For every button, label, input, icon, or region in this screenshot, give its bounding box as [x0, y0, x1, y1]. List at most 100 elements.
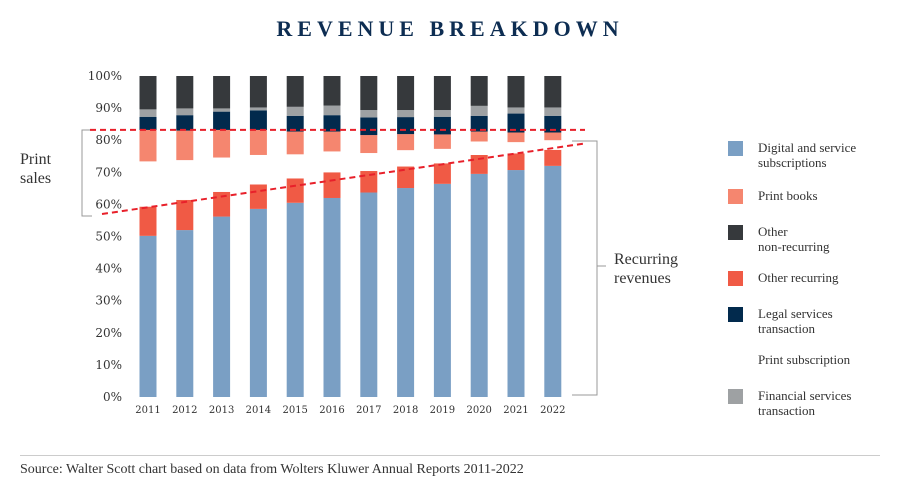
bar-segment-digital-and-service-subscriptions-2018	[397, 188, 415, 397]
bar-segment-other-recurring-2014	[249, 184, 267, 209]
bar-segment-legal-services-transaction-2022	[544, 115, 562, 133]
x-tick-label: 2015	[282, 405, 307, 416]
x-tick-label: 2017	[356, 405, 381, 416]
bar-segment-print-books-2020	[470, 131, 488, 142]
bar-segment-other-recurring-2015	[286, 178, 304, 203]
bar-segment-print-books-2016	[323, 131, 341, 152]
legend-label: Digital and service subscriptions	[758, 140, 888, 170]
x-tick-label: 2019	[430, 405, 455, 416]
y-tick-label: 70%	[95, 165, 122, 179]
bar-segment-print-books-2012	[176, 130, 194, 161]
print-sales-label: Print sales	[20, 150, 51, 188]
bar-segment-other-recurring-2012	[176, 199, 194, 231]
bar-segment-financial-services-transaction-2011	[139, 109, 157, 117]
bar-segment-other-non-recurring-2021	[507, 76, 525, 108]
bar-segment-print-subscription-2020	[470, 141, 488, 155]
bar-segment-digital-and-service-subscriptions-2012	[176, 230, 194, 397]
bar-segment-other-non-recurring-2022	[544, 76, 562, 108]
legend-label-line: transaction	[758, 403, 816, 418]
legend-label-line: transaction	[758, 321, 816, 336]
bar-segment-other-recurring-2019	[433, 163, 451, 184]
legend-swatch	[728, 141, 743, 156]
legend-label-line: Print books	[758, 188, 818, 203]
bar-segment-other-non-recurring-2016	[323, 76, 341, 106]
legend-label: Print subscription	[758, 352, 888, 367]
x-tick-label: 2012	[172, 405, 197, 416]
legend-swatch	[728, 271, 743, 286]
bar-segment-legal-services-transaction-2021	[507, 113, 525, 133]
bar-segment-digital-and-service-subscriptions-2019	[433, 183, 451, 397]
bar-segment-financial-services-transaction-2022	[544, 107, 562, 116]
recurring-revenues-label: Recurring revenues	[614, 250, 678, 288]
legend-label: Financial services transaction	[758, 388, 888, 418]
bar-segment-legal-services-transaction-2017	[360, 117, 378, 136]
bar-segment-legal-services-transaction-2011	[139, 116, 157, 130]
bar-segment-other-non-recurring-2018	[397, 76, 415, 111]
bar-segment-other-non-recurring-2019	[433, 76, 451, 111]
bar-segment-print-subscription-2016	[323, 151, 341, 173]
legend-swatch	[728, 353, 743, 368]
bar-segment-legal-services-transaction-2020	[470, 115, 488, 132]
bar-segment-print-books-2018	[397, 134, 415, 151]
bar-segment-other-recurring-2013	[213, 191, 231, 217]
legend-label-line: Other	[758, 224, 788, 239]
bar-segment-print-subscription-2017	[360, 153, 378, 172]
y-tick-label: 50%	[95, 230, 122, 244]
bar-segment-other-non-recurring-2012	[176, 76, 194, 109]
bar-segment-other-non-recurring-2017	[360, 76, 378, 111]
bar-segment-digital-and-service-subscriptions-2020	[470, 173, 488, 397]
bar-segment-other-recurring-2021	[507, 153, 525, 171]
bar-segment-digital-and-service-subscriptions-2015	[286, 202, 304, 397]
y-tick-label: 80%	[95, 133, 122, 147]
legend-swatch	[728, 225, 743, 240]
legend-label-line: Financial services	[758, 388, 852, 403]
bar-segment-print-subscription-2022	[544, 140, 562, 150]
bar-segment-other-recurring-2020	[470, 154, 488, 174]
recurring-line1: Recurring	[614, 251, 678, 268]
bar-segment-print-subscription-2021	[507, 142, 525, 154]
recurring-trend-line	[101, 142, 586, 216]
bar-segment-legal-services-transaction-2016	[323, 115, 341, 132]
legend-label-line: Print subscription	[758, 352, 851, 367]
y-tick-label: 90%	[95, 101, 122, 115]
recurring-bracket	[572, 140, 606, 396]
bar-segment-financial-services-transaction-2018	[397, 110, 415, 118]
x-tick-label: 2016	[319, 405, 344, 416]
legend-label-line: non-recurring	[758, 239, 830, 254]
bar-segment-financial-services-transaction-2020	[470, 105, 488, 116]
y-tick-label: 20%	[95, 326, 122, 340]
legend-label: Other recurring	[758, 270, 888, 285]
bar-segment-financial-services-transaction-2012	[176, 108, 194, 116]
x-tick-label: 2020	[466, 405, 491, 416]
bar-segment-legal-services-transaction-2012	[176, 115, 194, 131]
bar-segment-financial-services-transaction-2017	[360, 110, 378, 118]
bar-segment-print-books-2014	[249, 129, 267, 155]
x-tick-label: 2011	[135, 405, 160, 416]
bar-segment-other-non-recurring-2015	[286, 76, 304, 107]
legend-swatch	[728, 307, 743, 322]
legend-label-line: Legal services	[758, 306, 833, 321]
y-tick-label: 60%	[95, 197, 122, 211]
y-tick-label: 40%	[95, 262, 122, 276]
legend-label: Other non-recurring	[758, 224, 888, 254]
print-sales-line1: Print	[20, 151, 52, 168]
y-tick-label: 0%	[103, 390, 122, 404]
bar-segment-digital-and-service-subscriptions-2011	[139, 235, 157, 397]
bar-segment-print-books-2022	[544, 132, 562, 141]
x-tick-label: 2018	[393, 405, 418, 416]
bar-segment-legal-services-transaction-2013	[213, 111, 231, 130]
legend-swatch	[728, 389, 743, 404]
bar-segment-digital-and-service-subscriptions-2013	[213, 216, 231, 397]
bar-segment-print-books-2017	[360, 135, 378, 154]
y-tick-label: 100%	[88, 69, 122, 83]
bar-segment-print-subscription-2011	[139, 161, 157, 207]
bar-segment-digital-and-service-subscriptions-2022	[544, 165, 562, 397]
bar-segment-other-recurring-2011	[139, 206, 157, 236]
bar-segment-print-books-2013	[213, 129, 231, 158]
bar-segment-digital-and-service-subscriptions-2016	[323, 197, 341, 397]
divider	[20, 455, 880, 456]
bar-segment-financial-services-transaction-2015	[286, 106, 304, 116]
bar-segment-financial-services-transaction-2021	[507, 107, 525, 114]
legend-label: Print books	[758, 188, 888, 203]
